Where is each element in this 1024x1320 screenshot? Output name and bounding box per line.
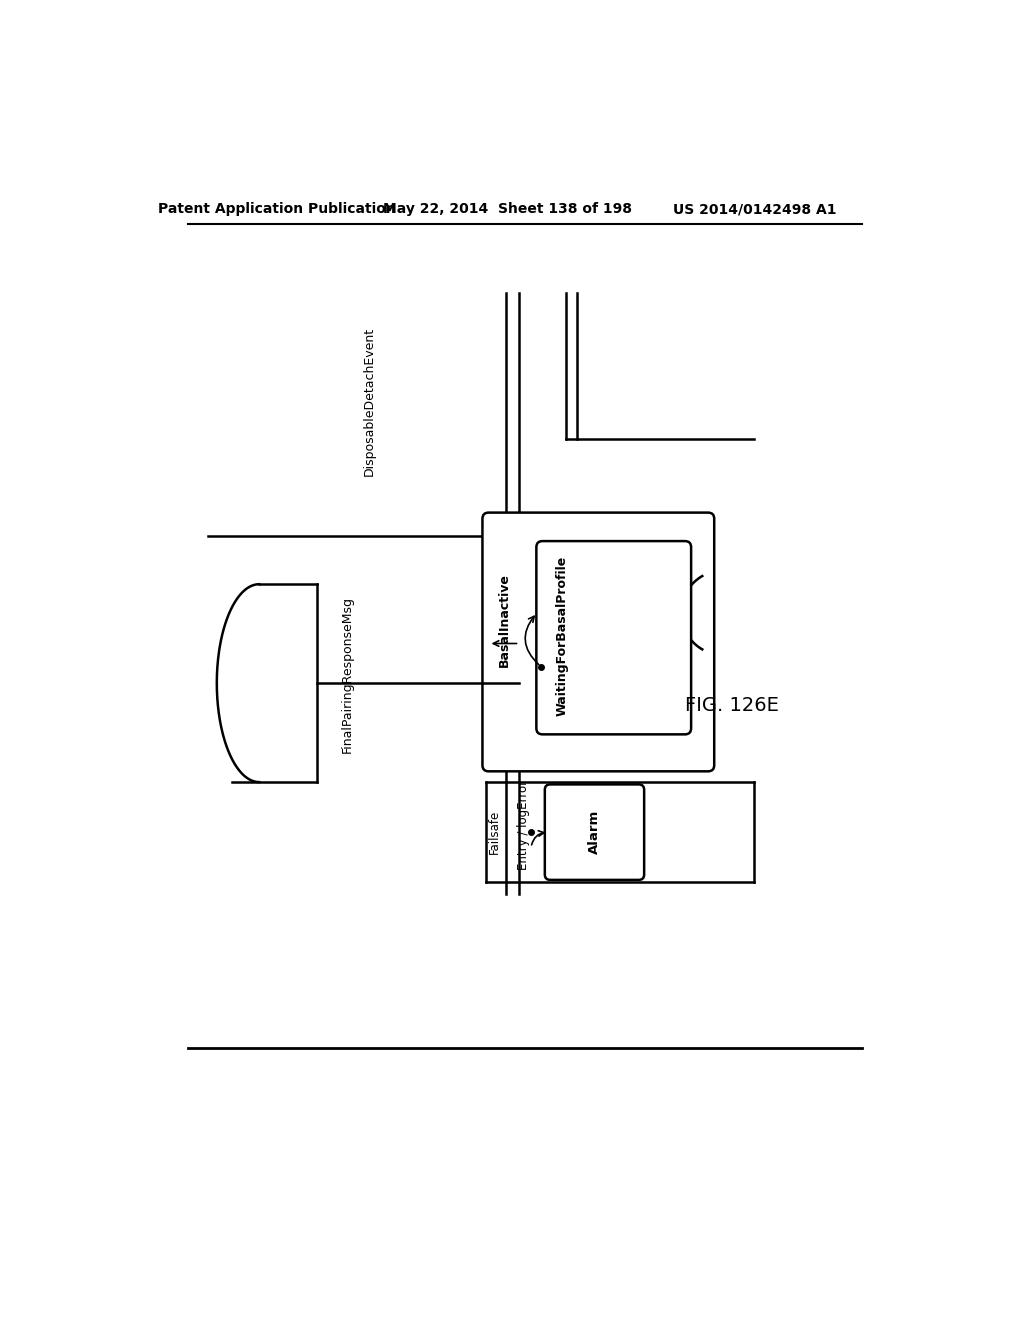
Text: DisposableDetachEvent: DisposableDetachEvent [362, 326, 376, 475]
Text: FIG. 126E: FIG. 126E [685, 696, 779, 714]
Text: May 22, 2014  Sheet 138 of 198: May 22, 2014 Sheet 138 of 198 [383, 202, 633, 216]
Text: Entry / logError: Entry / logError [517, 779, 529, 870]
Text: Failsafe: Failsafe [488, 810, 502, 854]
FancyBboxPatch shape [537, 541, 691, 734]
FancyBboxPatch shape [482, 512, 714, 771]
Text: US 2014/0142498 A1: US 2014/0142498 A1 [673, 202, 836, 216]
FancyBboxPatch shape [545, 784, 644, 880]
Text: FinalPairingResponseMsg: FinalPairingResponseMsg [341, 595, 354, 752]
Text: Alarm: Alarm [588, 810, 601, 854]
Text: WaitingForBasalProfile: WaitingForBasalProfile [555, 556, 568, 715]
Text: BasalInactive: BasalInactive [498, 573, 511, 668]
Text: Patent Application Publication: Patent Application Publication [158, 202, 395, 216]
